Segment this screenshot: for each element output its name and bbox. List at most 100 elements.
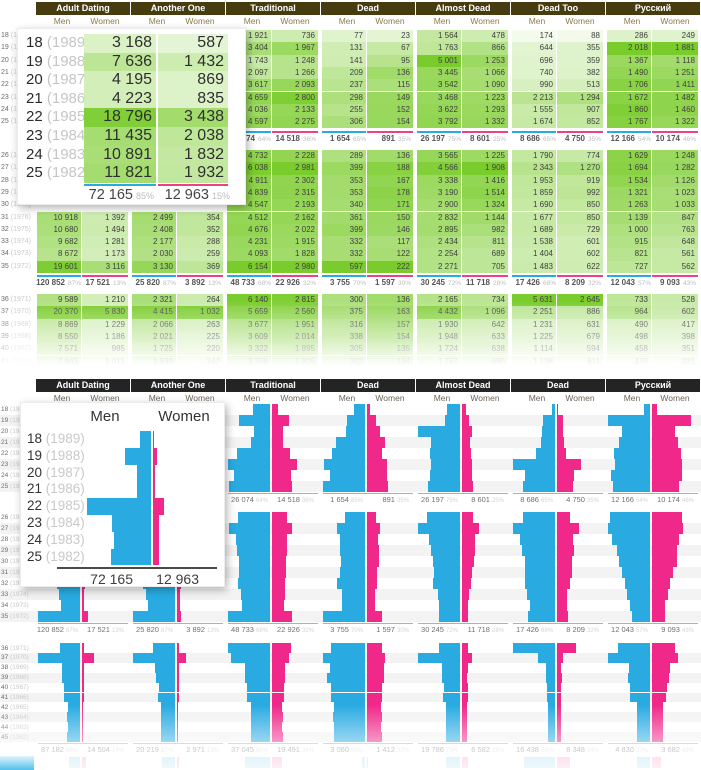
- heat-cell-another_one-32-women: 352: [177, 223, 223, 237]
- magnifier-inset-pyramid[interactable]: Men Women 18 (1989) 19 (1988) 20 (1987) 21 …: [20, 402, 225, 587]
- pyramid-row-label-24: 24 (1983): [1, 472, 49, 479]
- heat-cell-dead-35-women: 222: [367, 260, 413, 273]
- bar-dead_too-20-men: [541, 426, 555, 437]
- total-women-dead_too-b2: 8 209 32%: [564, 278, 601, 288]
- row-label-34: 34 (1973): [1, 250, 31, 258]
- pyramid-row-label-37: 37 (1970): [1, 654, 29, 662]
- bar-another_one-33-men: [145, 589, 175, 600]
- bar-another_one-36-women: [176, 643, 179, 653]
- bar-dead_too-30-women: [556, 556, 572, 567]
- pyramid-row-year-25: (1982): [10, 483, 29, 490]
- bar-traditional-35-men: [228, 611, 270, 622]
- pyramid-row-year-28: (1979): [10, 536, 29, 543]
- inset-men-total-rule: [84, 183, 156, 186]
- heat-cell-almost_dead-20-men: 5 001: [417, 54, 461, 67]
- bar-almost_dead-31-women: [461, 567, 473, 578]
- heat-cell-dead-31-women: 150: [367, 211, 413, 224]
- heat-cell-almost_dead-31-men: 2 832: [417, 211, 461, 224]
- bar-adult_dating-39-men: [62, 672, 80, 683]
- magnifier-inset-table[interactable]: 18 (1989) 3 168 587 19 (1988) 7 636 1 432 20 (…: [17, 28, 246, 205]
- bar-traditional-27-men: [228, 523, 270, 534]
- pyramid-total-women-pct-russian-b1: 46%: [681, 498, 694, 504]
- bar-dead-18-women: [366, 404, 370, 415]
- bar-traditional-23-men: [228, 459, 270, 470]
- bar-dead_too-41-women: [556, 692, 562, 703]
- heat-cell-dead-21-women: 136: [367, 66, 413, 80]
- heat-cell-traditional-35-women: 2 980: [272, 260, 318, 273]
- bar-traditional-19-women: [271, 415, 290, 426]
- pyramid-total-men-pct-traditional-b2: 68%: [255, 628, 268, 634]
- bar-traditional-27-women: [271, 523, 292, 534]
- heat-cell-russian-20-women: 1 118: [652, 54, 698, 67]
- heat-cell-traditional-24-women: 2 133: [272, 103, 318, 117]
- bar-adult_dating-33-women: [81, 589, 85, 600]
- bar-adult_dating-41-men: [63, 692, 80, 703]
- pyramid-total-men-pct-dead-b1: 65%: [350, 498, 363, 504]
- heat-cell-traditional-34-men: 4 093: [227, 248, 271, 261]
- total-women-pct-traditional-b2: 32%: [302, 280, 316, 288]
- pyramid-total-women-traditional-b1: 14 518 36%: [277, 495, 314, 504]
- bar-russian-33-women: [651, 589, 668, 600]
- heat-cell-dead_too-28-men: 1 953: [512, 174, 556, 187]
- bar-dead-38-men: [329, 662, 365, 673]
- heat-cell-russian-35-men: 727: [607, 260, 651, 273]
- bar-dead-37-men: [323, 652, 365, 663]
- heat-cell-almost_dead-35-men: 2 271: [417, 260, 461, 273]
- total-rule-men-traditional-b2: [227, 275, 271, 278]
- inset-pyramid-row-year-18: (1989): [45, 431, 85, 446]
- bar-almost_dead-22-women: [461, 448, 471, 459]
- inset-pyramid-men-total: 72 165: [90, 571, 133, 587]
- bar-traditional-23-women: [271, 459, 297, 470]
- bar-russian-35-men: [631, 611, 650, 622]
- bar-almost_dead-27-women: [461, 523, 480, 534]
- heat-cell-russian-21-women: 1 251: [652, 66, 698, 80]
- pyramid-row-year-19: (1988): [10, 417, 29, 424]
- bar-almost_dead-20-women: [461, 426, 473, 437]
- bar-dead_too-21-men: [540, 437, 555, 448]
- inset-bar-20-women: [152, 464, 156, 482]
- pyramid-row-year-36: (1971): [10, 644, 29, 652]
- bar-russian-30-men: [618, 556, 650, 567]
- total-women-pct-dead_too-b1: 35%: [587, 135, 601, 143]
- bar-almost_dead-19-men: [445, 415, 460, 426]
- pyramid-total-women-pct-traditional-b1: 36%: [301, 498, 314, 504]
- heat-cell-dead-34-women: 122: [367, 248, 413, 261]
- inset-pyramid-row-year-21: (1986): [45, 481, 85, 497]
- heat-cell-dead_too-32-women: 729: [557, 223, 603, 237]
- bar-russian-41-women: [651, 692, 666, 703]
- inset-bar-22-women: [152, 498, 165, 515]
- bar-russian-21-men: [618, 437, 650, 448]
- pyramid-row-label-19: 19 (1988): [1, 417, 49, 424]
- bar-dead-32-women: [366, 578, 377, 589]
- pyramid-total-women-traditional-b2: 22 926 32%: [277, 625, 314, 634]
- total-men-pct-traditional-b1: 64%: [257, 135, 271, 143]
- bar-traditional-18-men: [252, 404, 270, 415]
- bar-russian-18-women: [651, 404, 657, 415]
- bar-dead_too-29-women: [556, 545, 575, 556]
- heat-cell-dead_too-18-men: 174: [512, 30, 556, 43]
- heat-cell-russian-20-men: 1 367: [607, 54, 651, 67]
- heat-cell-dead-29-women: 178: [367, 186, 413, 200]
- bar-almost_dead-18-women: [461, 404, 466, 415]
- bar-dead_too-24-women: [556, 470, 574, 481]
- bottom-subheader-women-traditional: Women: [280, 393, 310, 403]
- bottom-subheader-women-adult_dating: Women: [90, 393, 120, 403]
- heat-cell-dead_too-25-men: 1 674: [512, 116, 556, 129]
- heat-cell-russian-27-women: 1 282: [652, 162, 698, 175]
- inset-men-total: 72 165 85%: [44, 187, 154, 203]
- pyramid-row-year-23: (1984): [10, 461, 29, 468]
- heat-cell-almost_dead-30-men: 2 900: [417, 199, 461, 212]
- total-rule-women-dead_too-b2: [557, 275, 603, 278]
- bar-almost_dead-41-women: [461, 692, 468, 703]
- bar-dead_too-27-men: [513, 523, 555, 534]
- pyramid-row-label-39: 39 (1968): [1, 674, 29, 682]
- inset-row-year-24: (1983): [46, 145, 91, 163]
- bar-dead-36-women: [366, 643, 382, 653]
- total-men-pct-russian-b1: 54%: [637, 135, 651, 143]
- heat-cell-dead-25-women: 154: [367, 116, 413, 129]
- heat-cell-russian-21-men: 1 490: [607, 66, 651, 80]
- bar-dead-21-women: [366, 437, 386, 448]
- pyramid-total-women-dead-b1: 891 35%: [382, 495, 409, 504]
- pyramid-row-label-18: 18 (1989): [1, 406, 49, 413]
- inset-pyramid-row-year-23: (1984): [45, 515, 85, 530]
